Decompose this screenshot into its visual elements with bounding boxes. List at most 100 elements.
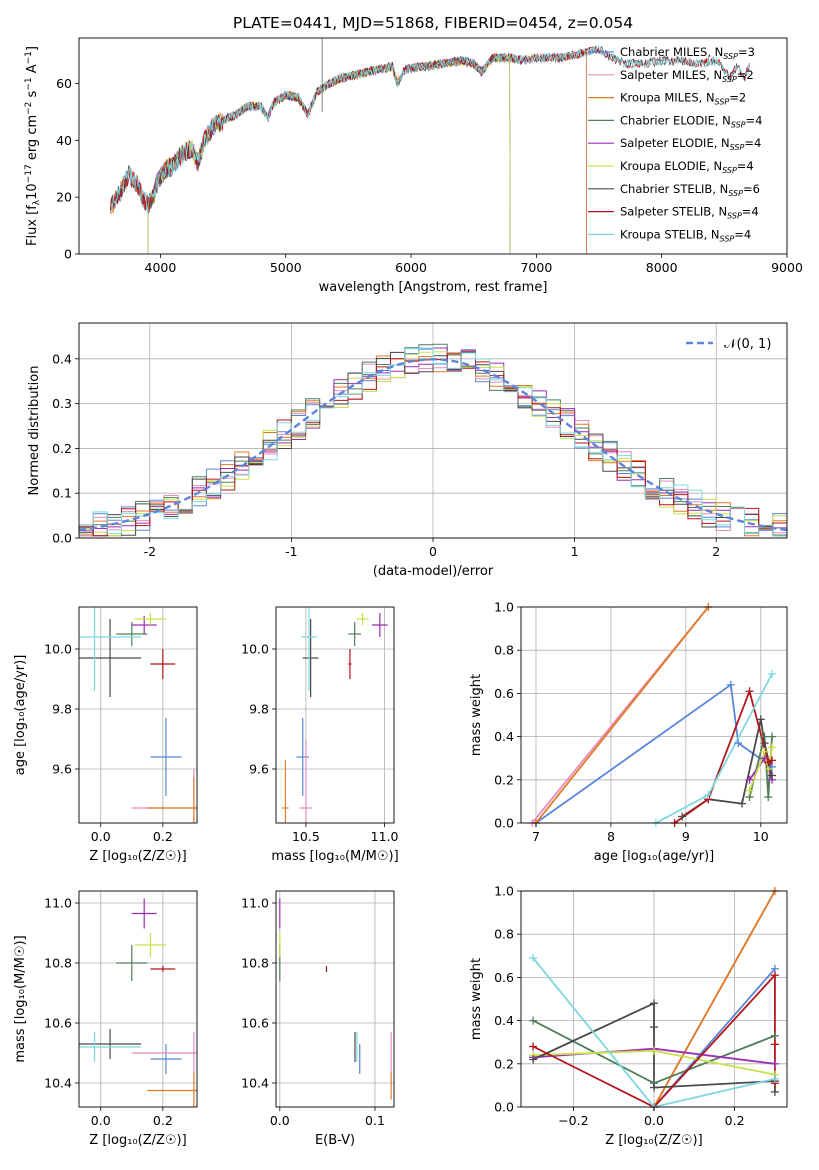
legend-label-sub: SSP — [715, 98, 730, 107]
residuals-ytick-label: 0.0 — [52, 531, 72, 546]
legend-label-text: Salpeter ELODIE, N — [620, 136, 730, 150]
mass_vs_Z-xtick-label: 0.2 — [153, 1113, 173, 1128]
spectrum-xtick-label: 6000 — [395, 260, 427, 275]
weight_vs_Z-ytick-label: 1.0 — [494, 884, 514, 899]
spectrum-ylabel-part: A — [25, 64, 40, 77]
mass_vs_Z-xlabel: Z [log₁₀(Z/Z☉)] — [89, 1133, 186, 1148]
legend-label-text: Chabrier ELODIE, N — [620, 113, 731, 127]
mass_vs_ebv-points — [279, 898, 392, 1100]
spectrum-xlabel: wavelength [Angstrom, rest frame] — [319, 280, 548, 295]
weight_vs_age-line-salpeter-stelib-marker — [745, 687, 754, 696]
spectrum-ylabel-part: Flux [f — [25, 205, 40, 246]
age_vs_mass-xlabel: mass [log₁₀(M/M☉)] — [271, 849, 398, 864]
weight_vs_age-line-chabrier-stelib-marker — [768, 771, 777, 780]
spectrum-ytick-label: 60 — [56, 76, 72, 91]
spectrum-axes-frame — [78, 37, 788, 255]
weight_vs_age-line-chabrier-elodie-marker — [764, 793, 773, 802]
weight_vs_age-ytick-label: 0.6 — [494, 686, 514, 701]
weight_vs_age-line-kroupa-miles — [535, 607, 710, 823]
mass_vs_Z-errorbar-salpeter-stelib — [150, 966, 176, 972]
age_vs_Z-errorbar-salpeter-stelib — [150, 649, 176, 679]
age_vs_Z-ytick-label: 9.6 — [52, 762, 72, 777]
spectrum-ylabel-part: ] — [25, 46, 40, 51]
legend-label-text: Kroupa STELIB, N — [620, 227, 720, 241]
residuals-xlabel: (data-model)/error — [373, 564, 494, 579]
spectrum-ytick-label: 0 — [64, 247, 72, 262]
legend-label-text: Kroupa MILES, N — [620, 91, 715, 105]
age_vs_mass-errorbar-chabrier-stelib — [302, 619, 319, 697]
weight_vs_Z-xtick-label: 0.0 — [644, 1113, 664, 1128]
age_vs_mass-errorbar-salpeter-miles — [299, 739, 313, 823]
mass_vs_ebv-ytick-label: 11.0 — [241, 896, 269, 911]
spectrum-xtick-label: 4000 — [145, 260, 177, 275]
spectrum-xtick-label: 5000 — [270, 260, 302, 275]
residuals-ytick-label: 0.1 — [52, 486, 72, 501]
legend-label-count: =4 — [737, 159, 754, 173]
weight_vs_Z-lines — [532, 891, 776, 1107]
weight_vs_age-line-kroupa-elodie — [748, 747, 773, 791]
legend-label-chabrier-elodie: Chabrier ELODIE, NSSP=4 — [620, 113, 762, 129]
weight_vs_age-line-chabrier-miles-marker — [734, 739, 743, 748]
residuals-axes-frame — [78, 322, 788, 539]
spectrum-ylabel: Flux [fλ10−17 erg cm−2 s−1 A−1] — [24, 46, 42, 246]
legend-label-count: =4 — [734, 227, 751, 241]
weight_vs_Z-xtick-label: 0.2 — [725, 1113, 745, 1128]
legend-label-sub: SSP — [730, 143, 745, 152]
weight_vs_age-lines — [531, 607, 773, 823]
mass_vs_ebv-xlabel: E(B-V) — [315, 1133, 355, 1148]
spectrum-series-salpeter-stelib — [109, 46, 750, 212]
weight_vs_age-line-salpeter-elodie-marker — [745, 775, 754, 784]
legend-label-count: =4 — [742, 205, 759, 219]
spectrum-xtick-label: 9000 — [771, 260, 803, 275]
weight_vs_Z-xtick-label: −0.2 — [558, 1113, 588, 1128]
legend-label-count: =3 — [738, 45, 755, 59]
weight_vs_age-line-chabrier-stelib-marker — [678, 812, 687, 821]
mass_vs_Z-errorbar-chabrier-stelib — [79, 1029, 142, 1059]
weight_vs_age-xlabel: age [log₁₀(age/yr)] — [594, 849, 715, 864]
residuals-xtick-label: 0 — [429, 544, 437, 559]
weight_vs_age-line-kroupa-elodie-marker — [760, 747, 769, 756]
legend-label-count: =2 — [737, 68, 754, 82]
age_vs_Z-errorbar-kroupa-elodie — [134, 613, 166, 625]
spectrum-ytick-label: 20 — [56, 190, 72, 205]
mass_vs_Z-ytick-label: 10.4 — [44, 1076, 72, 1091]
mass_vs_ebv-axes-frame — [275, 890, 395, 1108]
legend-label-count: =4 — [744, 136, 761, 150]
weight_vs_age-ytick-label: 0.8 — [494, 643, 514, 658]
age_vs_Z-axes-frame — [78, 606, 198, 824]
mass_vs_Z-errorbar-salpeter-miles — [131, 1032, 197, 1074]
age_vs_Z-points — [79, 607, 197, 823]
age_vs_mass-errorbar-salpeter-stelib — [348, 649, 352, 679]
weight_vs_Z-line-kroupa-miles — [653, 891, 776, 1107]
legend-label-sub: SSP — [727, 212, 742, 221]
weight_vs_Z-line-kroupa-elodie-marker — [650, 1046, 658, 1055]
residuals-xtick-label: 1 — [571, 544, 579, 559]
spectrum-ytick-label: 40 — [56, 133, 72, 148]
age_vs_mass-xtick-label: 11.0 — [371, 829, 399, 844]
weight_vs_age-line-chabrier-elodie-marker — [768, 732, 777, 741]
mass_vs_ebv-xtick-label: 0.1 — [365, 1113, 385, 1128]
mass_vs_Z-errorbar-kroupa-elodie — [134, 933, 166, 957]
age_vs_Z-ytick-label: 10.0 — [44, 642, 72, 657]
age_vs_Z-ylabel: age [log₁₀(age/yr)] — [13, 655, 28, 776]
weight_vs_Z-ylabel: mass weight — [469, 958, 484, 1040]
mass_vs_ebv-ytick-label: 10.6 — [241, 1016, 269, 1031]
residuals-xtick-label: -1 — [285, 544, 297, 559]
age_vs_mass-points — [282, 607, 388, 823]
weight_vs_Z-line-chabrier-stelib-marker — [650, 1083, 658, 1092]
weight_vs_Z-line-kroupa-stelib-marker — [529, 953, 538, 962]
age_vs_mass-ytick-label: 9.6 — [249, 762, 269, 777]
age_vs_Z-grid — [79, 607, 197, 823]
mass_vs_Z-ytick-label: 11.0 — [44, 896, 72, 911]
legend-label-salpeter-elodie: Salpeter ELODIE, NSSP=4 — [620, 136, 761, 152]
residuals-ytick-label: 0.4 — [52, 351, 72, 366]
legend-label-text: Salpeter STELIB, N — [620, 205, 727, 219]
residuals-ylabel: Normed distribution — [27, 366, 42, 496]
age_vs_mass-ytick-label: 9.8 — [249, 702, 269, 717]
age_vs_Z-errorbar-chabrier-miles — [150, 718, 182, 796]
normal-curve — [78, 358, 788, 532]
residuals-xtick-label: -2 — [144, 544, 156, 559]
